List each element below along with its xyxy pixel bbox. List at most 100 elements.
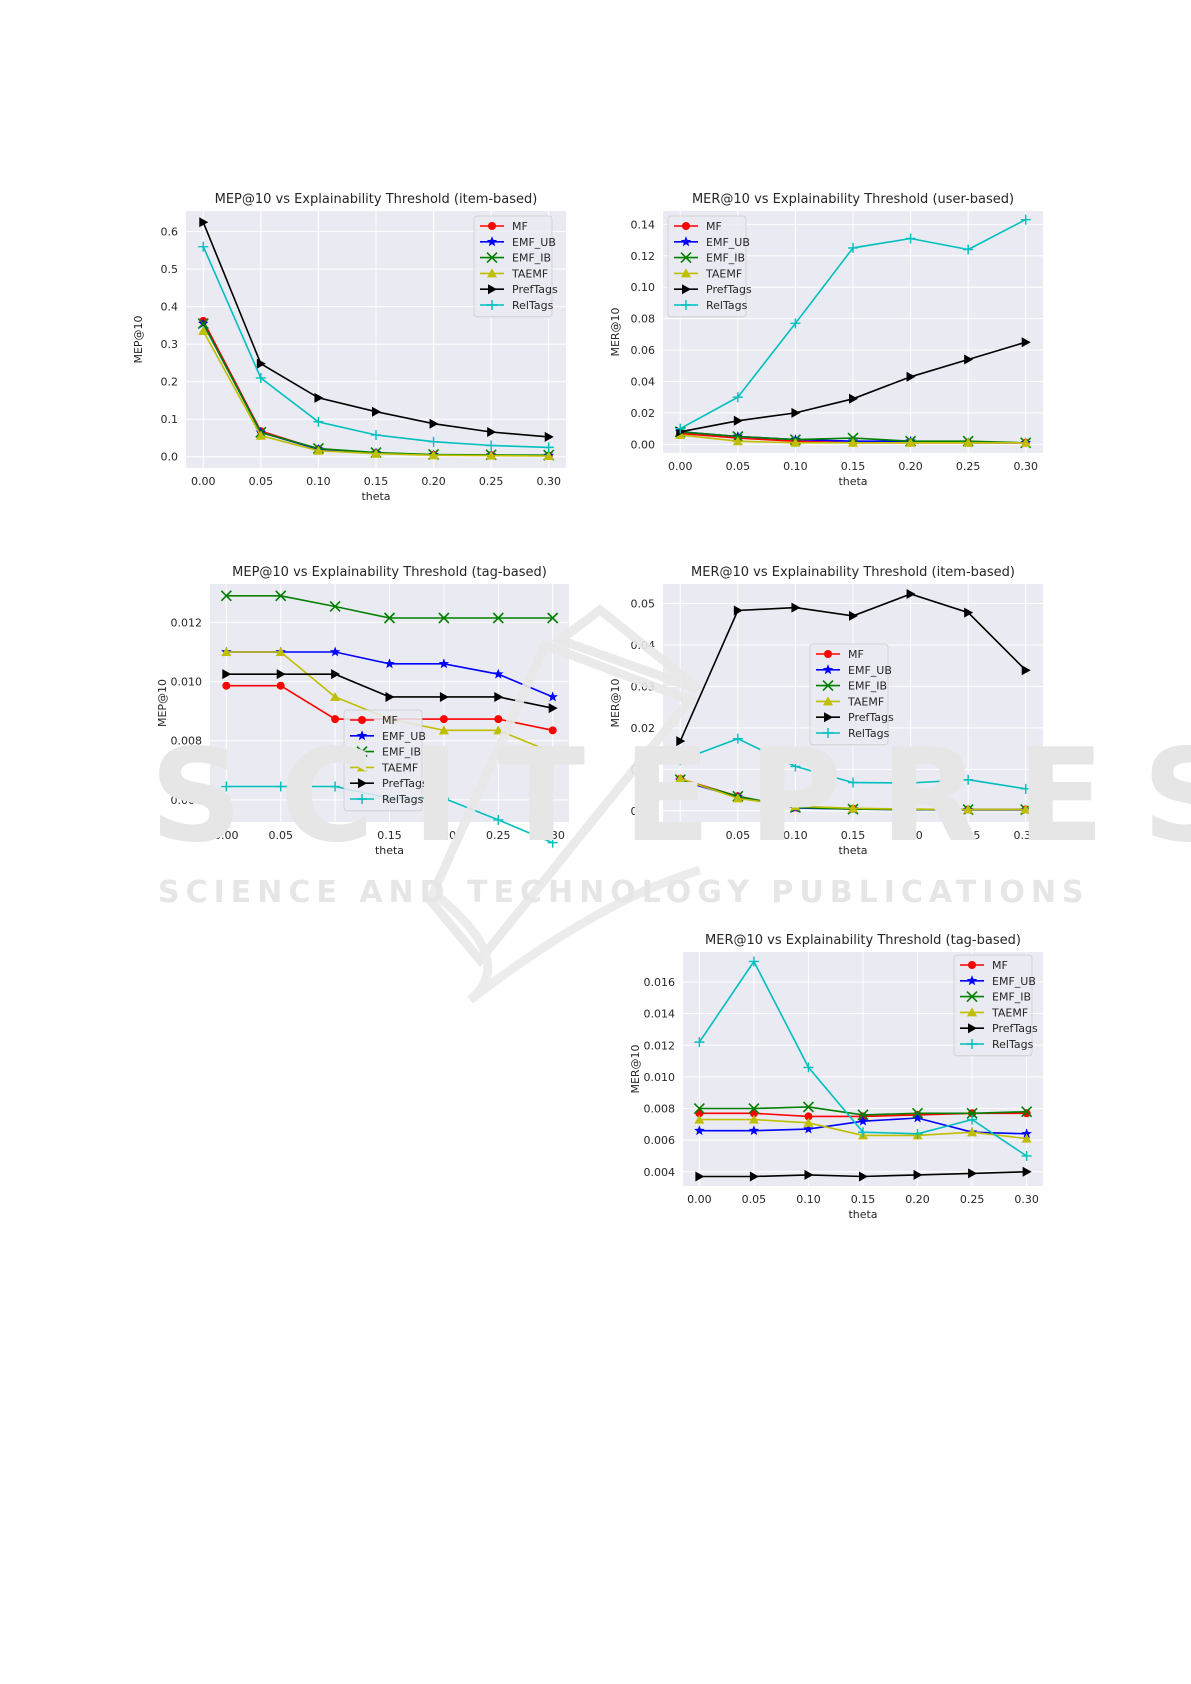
x-tick-label: 0.00 <box>668 829 693 842</box>
y-tick-label: 0.010 <box>171 676 203 689</box>
data-point-marker <box>544 431 554 442</box>
legend-label: EMF_UB <box>382 730 426 743</box>
legend-label: MF <box>992 959 1008 972</box>
x-tick-label: 0.20 <box>905 1193 930 1206</box>
legend: MF EMF_UB EMF_IB TAEMF PrefTags RelTags <box>953 954 1038 1057</box>
data-point-marker <box>1020 437 1031 447</box>
data-point-marker <box>1021 1150 1032 1161</box>
data-point-marker <box>275 590 287 602</box>
data-point-marker <box>1022 1109 1031 1118</box>
chart-title: MEP@10 vs Explainability Threshold (item… <box>215 192 538 207</box>
data-point-marker <box>857 1115 869 1126</box>
data-point-marker <box>803 1123 814 1134</box>
legend-marker <box>966 991 978 1003</box>
y-tick-label: 0.014 <box>644 1008 676 1021</box>
x-tick-label: 0.20 <box>432 829 457 842</box>
x-tick-label: 0.15 <box>851 1193 876 1206</box>
legend: MF EMF_UB EMF_IB TAEMF PrefTags RelTags <box>473 215 558 318</box>
chart-panel-3: 0.00 0.05 0.10 0.15 0.20 0.25 0.30 0.00 0.01 0.02… <box>609 565 1043 857</box>
legend-label: RelTags <box>848 727 890 740</box>
data-point-marker <box>732 793 743 803</box>
data-point-marker <box>439 715 448 724</box>
data-point-marker <box>494 715 503 724</box>
data-point-marker <box>222 681 231 690</box>
series-reltags <box>675 733 1031 794</box>
legend-label: EMF_IB <box>992 991 1031 1004</box>
legend-marker <box>682 284 691 295</box>
data-point-marker <box>329 646 341 657</box>
data-point-marker <box>385 691 395 702</box>
legend-marker <box>824 650 832 658</box>
data-point-marker <box>733 605 743 616</box>
data-point-marker <box>967 1114 978 1125</box>
data-point-marker <box>963 244 974 255</box>
y-tick-label: 0.004 <box>644 1166 676 1179</box>
series-taemf <box>675 773 1031 814</box>
y-axis-label: MER@10 <box>609 307 622 356</box>
y-axis-label: MER@10 <box>609 678 622 727</box>
y-tick-label: 0.2 <box>161 376 179 389</box>
legend-label: EMF_IB <box>382 746 421 759</box>
data-point-marker <box>694 1114 705 1124</box>
y-tick-label: 0.006 <box>644 1134 676 1147</box>
legend-marker <box>824 712 833 723</box>
x-tick-label: 0.25 <box>486 829 511 842</box>
legend-label: EMF_UB <box>706 236 750 249</box>
data-point-marker <box>383 612 396 624</box>
data-point-marker <box>802 1101 815 1113</box>
legend-label: PrefTags <box>706 283 752 296</box>
data-point-marker <box>791 602 801 613</box>
y-tick-label: 0.02 <box>631 407 656 420</box>
x-tick-label: 0.15 <box>364 475 389 488</box>
chart-title: MER@10 vs Explainability Threshold (tag-… <box>705 933 1021 948</box>
y-tick-label: 0.08 <box>631 313 656 326</box>
legend-marker <box>967 1007 977 1017</box>
data-point-marker <box>693 1102 705 1115</box>
data-point-marker <box>198 241 209 252</box>
data-point-marker <box>732 436 743 446</box>
y-tick-label: 0.0 <box>161 451 179 464</box>
data-point-marker <box>848 777 858 788</box>
legend-label: EMF_IB <box>512 252 551 265</box>
data-point-marker <box>905 437 916 447</box>
data-point-marker <box>1020 783 1031 794</box>
legend-label: EMF_UB <box>512 236 556 249</box>
legend-label: EMF_UB <box>992 975 1036 988</box>
data-point-marker <box>276 669 286 680</box>
x-axis-label: theta <box>848 1208 877 1221</box>
data-point-marker <box>732 733 743 744</box>
x-tick-label: 0.15 <box>841 829 866 842</box>
x-tick-label: 0.05 <box>726 460 751 473</box>
x-tick-label: 0.25 <box>956 829 981 842</box>
x-tick-label: 0.10 <box>783 460 808 473</box>
y-tick-label: 0.01 <box>631 763 656 776</box>
data-point-marker <box>329 600 341 613</box>
legend-marker <box>356 730 368 741</box>
data-point-marker <box>913 1169 923 1180</box>
data-point-marker <box>694 1037 705 1048</box>
y-tick-label: 0.05 <box>631 597 656 610</box>
legend-marker <box>681 300 691 310</box>
legend-label: PrefTags <box>848 711 894 724</box>
y-axis-label: MEP@10 <box>156 679 169 727</box>
x-tick-label: 0.20 <box>898 460 923 473</box>
y-tick-label: 0.010 <box>644 1071 676 1084</box>
legend-label: PrefTags <box>382 777 428 790</box>
data-point-marker <box>967 1127 978 1137</box>
data-point-marker <box>804 1112 813 1121</box>
data-point-marker <box>1021 337 1031 348</box>
y-tick-label: 0.4 <box>161 301 179 314</box>
chart-panel-0: 0.00 0.05 0.10 0.15 0.20 0.25 0.30 0.0 0.1 0.2 0.3… <box>132 192 566 503</box>
data-point-marker <box>748 1114 759 1124</box>
x-tick-label: 0.10 <box>783 829 808 842</box>
data-point-marker <box>906 588 916 599</box>
legend-marker <box>487 300 497 310</box>
data-point-marker <box>849 610 858 621</box>
data-point-marker <box>198 326 209 336</box>
x-tick-label: 0.05 <box>268 829 293 842</box>
legend-marker <box>966 975 978 986</box>
data-point-marker <box>963 804 974 814</box>
legend-marker <box>680 236 692 247</box>
legend-marker <box>356 746 368 758</box>
legend-marker <box>822 664 834 675</box>
